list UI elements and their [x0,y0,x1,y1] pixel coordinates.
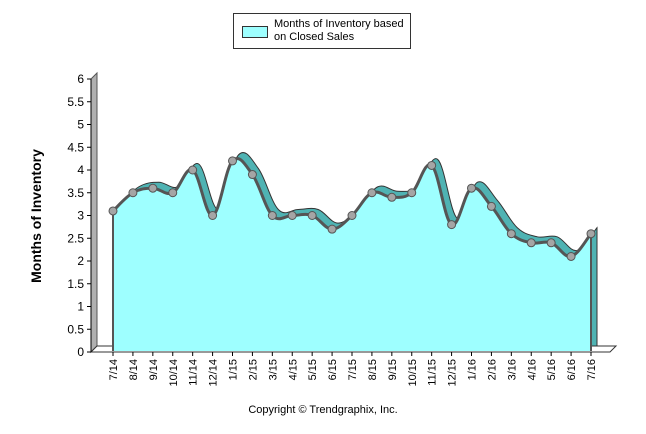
y-tick-label: 0.5 [67,322,84,336]
y-tick-label: 4.5 [67,140,84,154]
y-tick-label: 1.5 [67,277,84,291]
x-tick-label: 11/15 [427,359,439,386]
x-tick-label: 9/14 [148,359,160,380]
data-point-12-14 [208,211,218,220]
x-tick-label: 1/16 [467,359,479,380]
data-point-3-15 [267,211,277,220]
x-tick-label: 7/15 [347,359,359,380]
data-area [108,152,598,351]
data-point-10-14 [168,188,178,198]
x-tick-label: 10/15 [407,359,419,387]
y-axis-title: Months of Inventory [28,149,44,283]
x-tick-label: 5/15 [307,359,319,380]
x-tick-label: 12/14 [208,359,220,387]
data-point-6-16 [566,251,576,261]
data-point-2-15 [247,170,257,180]
x-tick-label: 9/15 [387,359,399,380]
x-tick-label: 3/16 [506,359,518,380]
x-tick-label: 11/14 [188,359,200,386]
x-tick-label: 2/16 [486,359,498,380]
x-tick-label: 4/15 [287,359,299,380]
copyright-text: Copyright © Trendgraphix, Inc. [248,404,398,416]
y-tick-label: 2.5 [67,231,84,245]
data-point-7-15 [347,211,357,220]
data-point-6-15 [327,224,337,234]
x-tick-label: 8/15 [367,359,379,380]
x-tick-label: 10/14 [168,359,180,387]
y-tick-label: 0 [77,345,84,359]
legend-label: Months of Inventory based on Closed Sale… [274,18,404,43]
x-tick-label: 1/15 [228,359,240,380]
y-tick-label: 2 [77,254,84,268]
data-point-5-16 [546,238,556,248]
data-point-2-16 [486,201,496,211]
x-tick-label: 8/14 [128,359,140,380]
data-point-10-15 [407,188,417,198]
y-tick-label: 5 [77,118,84,132]
y-tick-label: 3.5 [67,186,84,200]
data-point-3-16 [506,229,516,239]
x-tick-label: 6/15 [327,359,339,380]
x-tick-label: 12/15 [447,359,459,387]
y-tick-label: 5.5 [67,95,84,109]
y-tick-label: 6 [77,72,84,86]
data-point-11-14 [188,165,198,175]
area-fill [113,158,591,351]
x-tick-label: 7/14 [108,359,120,380]
x-tick-label: 3/15 [267,359,279,380]
chart-legend: Months of Inventory based on Closed Sale… [233,13,411,49]
data-point-7-16 [586,229,596,239]
data-point-9-15 [387,192,397,202]
data-point-8-14 [128,188,138,198]
data-point-7-14 [108,206,118,216]
data-point-1-16 [467,183,476,193]
x-tick-label: 2/15 [247,359,259,380]
y-tick-label: 4 [77,163,84,177]
data-point-1-15 [228,156,237,166]
y-axis-wall [90,71,98,354]
legend-swatch [242,26,268,38]
y-tick-label: 1 [77,300,84,314]
x-tick-label: 6/16 [566,359,578,380]
data-point-4-16 [526,238,536,248]
x-tick-label: 7/16 [586,359,598,380]
x-tick-label: 5/16 [546,359,558,380]
data-point-11-15 [427,160,437,170]
x-axis-ticks: 7/14 8/14 9/14 10/14 11/14 12/14 1/15 2/15 3/15 4… [108,352,598,387]
x-tick-label: 4/16 [526,359,538,380]
data-point-8-15 [367,188,377,198]
data-point-12-15 [447,220,457,230]
y-axis-ticks: 0 0.5 1 1.5 2 2.5 3 3.5 4 4.5 5 5.5 6 [67,72,92,359]
y-tick-label: 3 [77,209,84,223]
data-point-4-15 [287,211,297,220]
data-point-5-15 [307,211,317,220]
data-point-9-14 [148,183,158,193]
